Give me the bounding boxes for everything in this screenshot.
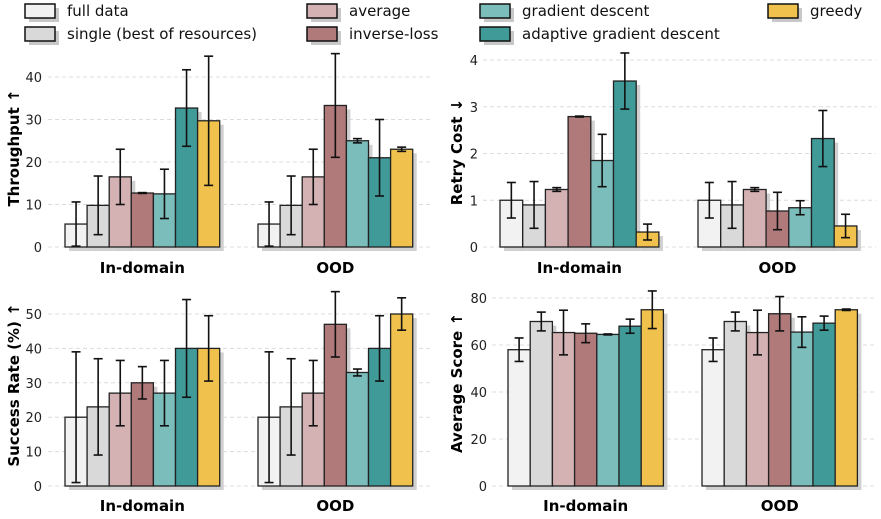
y-axis-label: Success Rate (%) ↑: [5, 303, 23, 466]
y-tick-label: 40: [470, 386, 487, 401]
bar: [723, 320, 748, 487]
legend-label: greedy: [810, 2, 862, 20]
legend-item: average: [306, 2, 410, 22]
legend-swatch: [306, 26, 338, 42]
y-tick-label: 20: [25, 411, 42, 426]
x-category-label: In-domain: [543, 497, 628, 515]
bar: [790, 331, 814, 487]
legend-item: adaptive gradient descent: [479, 25, 720, 45]
y-tick-label: 0: [34, 241, 42, 256]
y-axis-label: Average Score ↑: [448, 313, 466, 453]
y-tick-label: 30: [25, 377, 42, 392]
y-tick-label: 10: [25, 199, 42, 214]
bar: [742, 188, 767, 248]
legend-swatch: [479, 26, 511, 42]
bar: [834, 309, 859, 487]
y-axis-label: Throughput ↑: [5, 89, 23, 206]
y-tick-label: 60: [470, 339, 487, 354]
y-tick-label: 30: [25, 114, 42, 129]
legend-swatch: [479, 3, 511, 19]
legend-item: inverse-loss: [306, 25, 439, 45]
legend-label: single (best of resources): [67, 25, 257, 43]
x-category-label: OOD: [316, 497, 354, 515]
bar: [573, 332, 598, 487]
y-tick-label: 20: [25, 156, 42, 171]
bar: [130, 192, 155, 248]
x-category-label: In-domain: [100, 497, 185, 515]
y-tick-label: 0: [470, 241, 478, 256]
chart-panel: 0 20 40 60 80 Average Score ↑ In-domain OOD: [448, 290, 876, 515]
y-tick-label: 40: [25, 342, 42, 357]
y-tick-label: 3: [470, 101, 478, 116]
bar: [529, 320, 554, 487]
bar: [701, 349, 725, 487]
y-tick-label: 2: [470, 148, 478, 163]
legend-item: greedy: [767, 2, 862, 22]
bar: [544, 188, 569, 248]
x-category-label: In-domain: [100, 259, 185, 277]
bar: [596, 333, 620, 487]
legend-item: single (best of resources): [24, 25, 257, 45]
x-category-label: OOD: [758, 259, 796, 277]
y-axis-label: Retry Cost ↓: [448, 99, 466, 206]
legend-label: adaptive gradient descent: [522, 25, 720, 43]
y-tick-label: 20: [470, 433, 487, 448]
x-category-label: OOD: [316, 259, 354, 277]
y-tick-label: 50: [25, 308, 42, 323]
legend-item: full data: [24, 2, 129, 22]
legend-swatch: [767, 3, 799, 19]
y-tick-label: 1: [470, 194, 478, 209]
y-tick-label: 0: [479, 480, 487, 495]
legend-label: inverse-loss: [349, 25, 439, 43]
bar: [567, 115, 592, 248]
x-category-label: In-domain: [537, 259, 622, 277]
legend-swatch: [24, 3, 56, 19]
y-tick-label: 10: [25, 446, 42, 461]
legend-label: full data: [67, 2, 129, 20]
bar: [507, 349, 531, 487]
bar: [812, 322, 836, 487]
legend-swatch: [306, 3, 338, 19]
y-tick-label: 80: [470, 292, 487, 307]
bar: [345, 140, 370, 248]
bar: [640, 309, 665, 487]
bar: [389, 313, 414, 487]
y-tick-label: 0: [34, 480, 42, 495]
bar: [767, 313, 792, 487]
y-tick-label: 4: [470, 54, 478, 69]
bar: [618, 325, 642, 487]
legend-item: gradient descent: [479, 2, 650, 22]
legend-label: average: [349, 2, 410, 20]
chart-panel: 0 1 2 3 4 Retry Cost ↓ In-domain OOD: [448, 52, 876, 277]
y-tick-label: 40: [25, 71, 42, 86]
legend-label: gradient descent: [522, 2, 650, 20]
bar: [389, 148, 414, 248]
legend-swatch: [24, 26, 56, 42]
bar: [345, 371, 370, 487]
x-category-label: OOD: [761, 497, 799, 515]
